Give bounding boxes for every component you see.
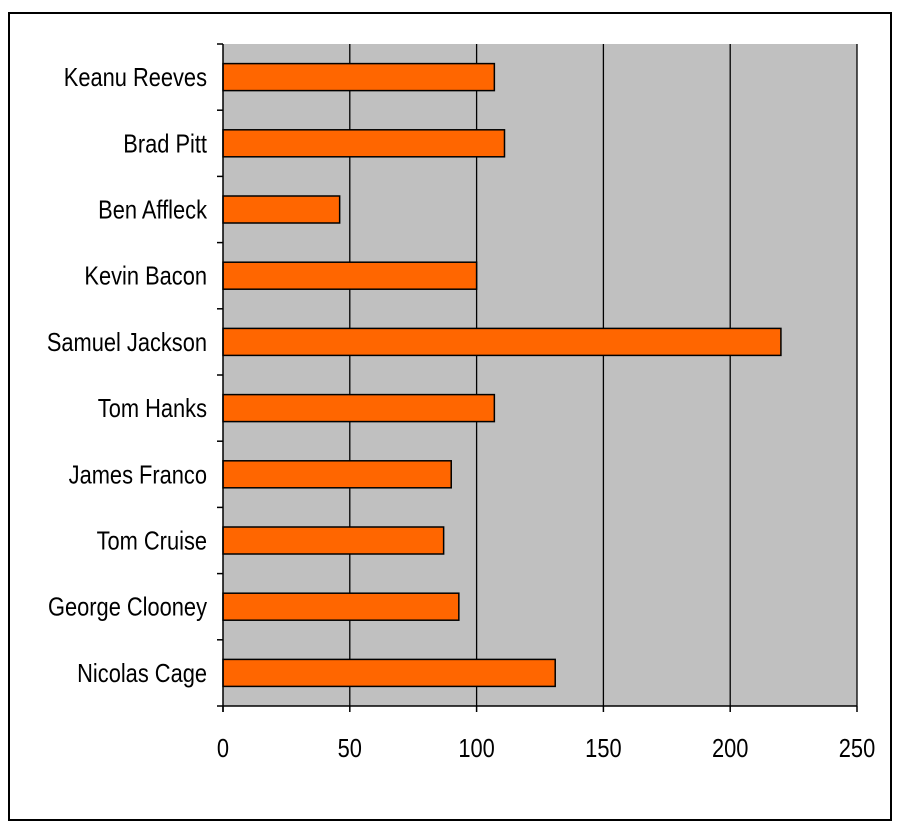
category-label: Samuel Jackson: [47, 328, 207, 357]
x-tick-label: 200: [712, 734, 748, 763]
axes: [217, 43, 858, 712]
bar-brad-pitt: [222, 129, 506, 158]
bar-george-clooney: [222, 592, 460, 621]
x-tick-label: 100: [458, 734, 494, 763]
bar-nicolas-cage: [222, 658, 556, 688]
bar-keanu-reeves: [222, 62, 496, 92]
category-label: James Franco: [69, 461, 207, 490]
x-tick-label: 0: [217, 734, 229, 763]
x-tick-label: 150: [585, 734, 621, 763]
category-labels: Keanu Reeves Brad Pitt Ben Affleck Kevin Ba…: [47, 63, 208, 688]
category-label: Brad Pitt: [123, 130, 207, 159]
bar-tom-cruise: [222, 526, 445, 555]
x-tick-label: 250: [839, 734, 875, 763]
bar-tom-hanks: [222, 393, 496, 423]
bar-samuel-jackson: [222, 327, 782, 357]
category-label: Ben Affleck: [98, 196, 208, 225]
x-tick-label: 50: [338, 734, 362, 763]
bar-james-franco: [222, 460, 452, 489]
category-label: Keanu Reeves: [64, 63, 207, 92]
category-label: George Clooney: [48, 593, 207, 622]
category-label: Kevin Bacon: [84, 262, 207, 291]
x-tick-labels: 0 50 100 150 200 250: [217, 734, 875, 763]
bar-ben-affleck: [222, 195, 341, 224]
bar-kevin-bacon: [222, 261, 478, 290]
category-label: Nicolas Cage: [77, 659, 207, 688]
category-label: Tom Cruise: [97, 527, 207, 556]
bars: [222, 62, 782, 688]
category-label: Tom Hanks: [98, 394, 207, 423]
